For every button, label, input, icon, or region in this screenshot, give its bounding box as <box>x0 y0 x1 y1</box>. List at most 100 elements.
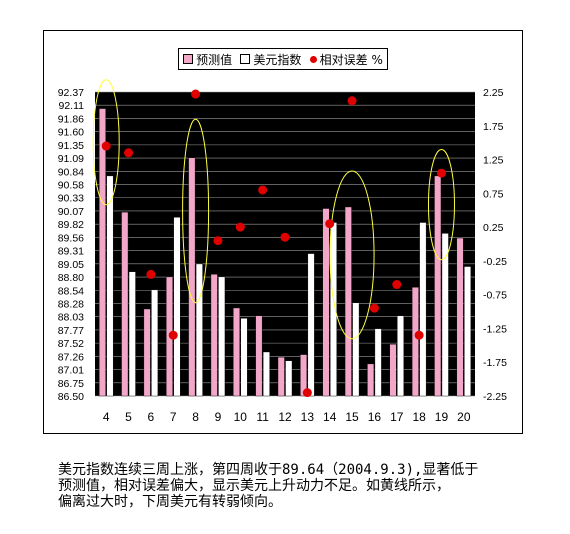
bar-dollar-index <box>151 289 159 397</box>
bar-forecast <box>367 363 375 397</box>
y2-tick-label: -0.25 <box>483 256 507 268</box>
highlight-ellipse <box>92 79 120 206</box>
y2-tick-label: -0.75 <box>483 290 507 302</box>
y2-tick-label: 2.25 <box>483 87 504 99</box>
bar-dollar-index <box>128 271 136 397</box>
y2-tick-label: -1.75 <box>483 357 507 369</box>
error-point <box>101 141 111 151</box>
plot-area <box>95 92 475 396</box>
caption-line-2: 预测值，相对误差偏大，显示美元上升动力不足。如黄线所示， <box>58 478 450 494</box>
legend-label-relative-error: 相对误差 % <box>319 52 383 67</box>
bar-forecast <box>233 307 240 397</box>
x-tick-label: 17 <box>390 410 404 424</box>
y-tick-label: 89.56 <box>58 232 84 244</box>
y-tick-label: 86.75 <box>58 378 84 390</box>
bar-forecast <box>98 108 106 397</box>
bar-dollar-index <box>285 360 293 397</box>
error-point <box>369 303 379 313</box>
bar-dollar-index <box>441 233 449 397</box>
y-tick-label: 87.52 <box>58 338 84 350</box>
y-tick-label: 92.11 <box>59 100 85 112</box>
error-point <box>146 269 156 279</box>
legend-label-dollar-index: 美元指数 <box>253 52 302 67</box>
caption-line-1: 美元指数连续三周上涨，第四周收于89.64（2004.9.3),显著低于 <box>58 462 479 478</box>
bar-dollar-index <box>397 315 404 397</box>
bar-forecast <box>344 206 352 397</box>
y-tick-label: 89.05 <box>58 259 84 271</box>
error-point <box>436 168 446 178</box>
bar-forecast <box>389 344 397 397</box>
bar-forecast <box>143 308 151 397</box>
x-tick-label: 5 <box>125 410 132 424</box>
bar-forecast <box>322 208 330 397</box>
error-point <box>168 330 178 340</box>
highlight-ellipse <box>427 149 455 261</box>
bar-dollar-index <box>262 351 270 397</box>
y-tick-label: 90.58 <box>58 180 84 192</box>
error-point <box>213 236 223 246</box>
y-tick-label: 90.33 <box>58 193 84 205</box>
bar-forecast <box>277 356 285 397</box>
legend: 预测值 美元指数 相对误差 % <box>178 48 388 70</box>
bar-dollar-index <box>106 175 114 397</box>
error-point <box>325 219 335 229</box>
error-point <box>392 280 402 290</box>
x-tick-label: 13 <box>301 410 315 424</box>
caption: 美元指数连续三周上涨，第四周收于89.64（2004.9.3),显著低于 预测值… <box>58 462 528 510</box>
x-tick-label: 10 <box>234 410 248 424</box>
highlight-ellipse <box>182 118 210 303</box>
legend-item-forecast: 预测值 <box>183 51 232 68</box>
legend-label-forecast: 预测值 <box>196 52 233 67</box>
x-tick-label: 12 <box>278 410 292 424</box>
highlight-ellipse <box>329 170 375 340</box>
y-tick-label: 90.84 <box>58 166 84 178</box>
error-point <box>302 388 312 398</box>
y-tick-label: 87.26 <box>58 351 84 363</box>
bar-forecast <box>456 237 464 397</box>
error-point <box>347 96 357 106</box>
y2-tick-label: 0.25 <box>483 222 504 234</box>
legend-swatch-dollar-index <box>240 54 251 64</box>
error-point <box>280 232 290 242</box>
y-tick-label: 88.80 <box>58 272 84 284</box>
y-tick-label: 91.86 <box>58 113 84 125</box>
bar-dollar-index <box>464 266 472 397</box>
y2-tick-label: 1.25 <box>483 155 504 167</box>
y-tick-label: 91.60 <box>58 127 84 139</box>
bar-dollar-index <box>307 253 315 397</box>
bar-forecast <box>255 315 263 397</box>
bar-forecast <box>411 287 419 397</box>
legend-swatch-forecast <box>183 54 194 64</box>
y-tick-label: 87.01 <box>58 365 84 377</box>
y-tick-label: 88.03 <box>58 312 84 324</box>
legend-item-dollar-index: 美元指数 <box>240 51 301 68</box>
x-tick-label: 11 <box>256 410 269 424</box>
legend-item-relative-error: 相对误差 % <box>309 51 383 68</box>
y2-tick-label: -1.25 <box>483 323 507 335</box>
y-tick-label: 92.37 <box>58 87 84 99</box>
error-point <box>235 222 245 232</box>
bar-dollar-index <box>419 222 427 397</box>
x-tick-label: 14 <box>323 410 337 424</box>
x-tick-label: 19 <box>435 410 449 424</box>
y-tick-label: 88.28 <box>58 298 84 310</box>
bar-forecast <box>434 175 442 397</box>
x-tick-label: 20 <box>457 410 471 424</box>
bar-dollar-index <box>218 276 226 397</box>
x-tick-label: 16 <box>368 410 382 424</box>
x-tick-label: 9 <box>215 410 222 424</box>
x-tick-label: 15 <box>345 410 359 424</box>
bar-forecast <box>300 354 308 397</box>
bar-dollar-index <box>173 217 181 397</box>
x-tick-label: 8 <box>192 410 199 424</box>
y-tick-label: 91.09 <box>58 153 84 165</box>
error-point <box>258 185 268 195</box>
y-tick-label: 91.35 <box>58 140 84 152</box>
y-tick-label: 89.31 <box>58 246 84 258</box>
error-point <box>414 330 424 340</box>
x-tick-label: 7 <box>170 410 177 424</box>
bar-dollar-index <box>352 302 360 397</box>
y2-tick-label: 1.75 <box>483 121 504 133</box>
y2-tick-label: -2.25 <box>483 391 507 403</box>
